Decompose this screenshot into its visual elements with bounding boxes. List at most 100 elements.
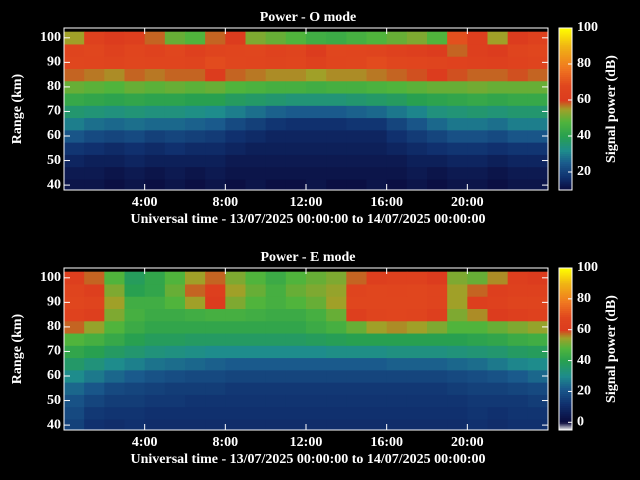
heatmap-cell	[346, 31, 367, 45]
colorbar-segment	[559, 367, 572, 370]
heatmap-cell	[84, 345, 105, 359]
heatmap-cell	[205, 117, 226, 131]
heatmap-cell	[245, 93, 267, 106]
heatmap-cell	[306, 154, 327, 168]
heatmap-cell	[164, 345, 186, 359]
heatmap-cell	[144, 271, 166, 285]
heatmap-cell	[507, 394, 529, 408]
heatmap-cell	[467, 308, 488, 322]
heatmap-cell	[265, 43, 287, 57]
heatmap-cell	[285, 166, 307, 180]
heatmap-cell	[507, 296, 529, 309]
heatmap-cell	[164, 308, 186, 322]
heatmap-cell	[104, 129, 125, 143]
heatmap-cell	[326, 178, 347, 190]
colorbar-segment	[559, 300, 572, 303]
heatmap-cell	[366, 129, 388, 143]
heatmap-cell	[84, 56, 105, 69]
colorbar-segment	[559, 373, 572, 376]
heatmap-cell	[245, 117, 267, 131]
heatmap-cell	[64, 418, 85, 430]
colorbar-segment	[559, 70, 572, 74]
heatmap-cell	[507, 382, 529, 395]
heatmap-cell	[84, 320, 105, 334]
heatmap-cell	[487, 178, 509, 190]
heatmap-cell	[306, 31, 327, 45]
heatmap-cell	[104, 154, 125, 168]
heatmap-cell	[306, 406, 327, 420]
colorbar-segment	[559, 403, 572, 407]
colorbar-segment	[559, 294, 572, 297]
heatmap-cell	[386, 406, 408, 420]
heatmap-cell	[124, 142, 146, 155]
colorbar-segment	[559, 151, 572, 155]
heatmap-cell	[64, 56, 85, 69]
heatmap-cell	[386, 178, 408, 190]
heatmap-cell	[245, 271, 267, 285]
heatmap-cell	[406, 333, 428, 346]
heatmap-cell	[386, 394, 408, 408]
heatmap-cell	[285, 357, 307, 371]
heatmap-cell	[467, 154, 488, 168]
heatmap-cell	[326, 333, 347, 346]
heatmap-cell	[285, 394, 307, 408]
heatmap-cell	[124, 117, 146, 131]
heatmap-cell	[84, 31, 105, 45]
colorbar-segment	[559, 34, 572, 37]
y-tick-label: 70	[47, 104, 61, 119]
heatmap-cell	[427, 93, 448, 106]
heatmap-cell	[164, 43, 186, 57]
heatmap-cell	[225, 178, 246, 190]
heatmap-cell	[164, 333, 186, 346]
x-tick-label: 12:00	[290, 435, 323, 450]
heatmap-cell	[205, 394, 226, 408]
heatmap-cell	[265, 394, 287, 408]
heatmap-cell	[386, 43, 408, 57]
heatmap-cell	[64, 320, 85, 334]
heatmap-cell	[144, 418, 166, 430]
colorbar-segment	[559, 375, 572, 378]
heatmap-cell	[164, 68, 186, 82]
heatmap-cell	[366, 117, 388, 131]
heatmap-cell	[427, 320, 448, 334]
heatmap-cell	[124, 68, 146, 82]
colorbar-segment	[559, 139, 572, 142]
heatmap-cell	[427, 166, 448, 180]
colorbar-segment	[559, 349, 572, 352]
colorbar-segment	[559, 44, 572, 47]
colorbar-tick-label: 0	[577, 415, 584, 430]
heatmap-cell	[447, 418, 468, 430]
heatmap-cell	[245, 105, 267, 119]
colorbar-frame	[558, 267, 573, 431]
heatmap-cell	[104, 283, 125, 297]
heatmap-cell	[185, 271, 206, 285]
heatmap-cell	[527, 166, 548, 180]
heatmap-cell	[326, 308, 347, 322]
heatmap-cell	[124, 283, 146, 297]
heatmap-cell	[265, 142, 287, 155]
heatmap-cell	[245, 345, 267, 359]
heatmap-cell	[265, 369, 287, 383]
colorbar-segment	[559, 274, 572, 277]
heatmap-cell	[225, 117, 246, 131]
heatmap-cell	[427, 296, 448, 309]
y-tick-label: 60	[47, 368, 61, 383]
heatmap-cell	[527, 418, 548, 430]
heatmap-cell	[104, 406, 125, 420]
colorbar-segment	[559, 125, 572, 128]
heatmap-cell	[467, 394, 488, 408]
heatmap-cell	[185, 117, 206, 131]
colorbar-segment	[559, 344, 572, 348]
colorbar-segment	[559, 308, 572, 312]
heatmap-cell	[225, 406, 246, 420]
heatmap-cell	[164, 369, 186, 383]
heatmap-cell	[205, 142, 226, 155]
heatmap-cell	[406, 283, 428, 297]
heatmap-cell	[164, 178, 186, 190]
heatmap-cell	[406, 406, 428, 420]
heatmap-cell	[84, 369, 105, 383]
heatmap-cell	[205, 382, 226, 395]
heatmap-cell	[285, 271, 307, 285]
heatmap-cell	[144, 80, 166, 94]
heatmap-cell	[326, 166, 347, 180]
